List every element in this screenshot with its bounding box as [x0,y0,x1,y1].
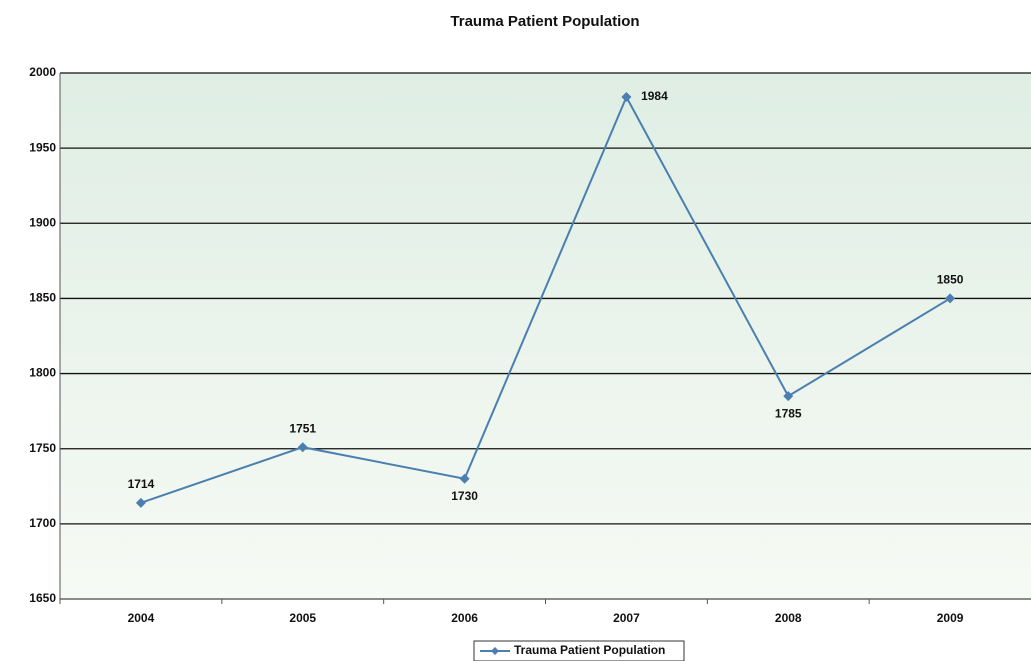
data-label: 1850 [937,273,964,287]
y-tick-label: 1750 [29,441,56,455]
marker [945,293,956,304]
data-label: 1714 [128,477,155,491]
data-label: 1984 [641,89,668,103]
marker [297,442,308,453]
x-tick-label: 2004 [128,611,155,625]
data-label: 1785 [775,406,802,420]
y-tick-label: 1800 [29,366,56,380]
y-tick-label: 1650 [29,591,56,605]
marker [621,92,632,103]
x-tick-label: 2005 [289,611,316,625]
x-tick-label: 2008 [775,611,802,625]
series-line [140,94,951,504]
marker [459,473,470,484]
legend-label: Trauma Patient Population [514,643,665,657]
y-tick-label: 1700 [29,516,56,530]
chart-title: Trauma Patient Population [450,13,639,30]
legend-box [473,640,685,661]
data-label: 1730 [451,489,478,503]
y-tick-label: 1850 [29,291,56,305]
x-tick-label: 2007 [613,611,640,625]
plot-area [60,73,1031,599]
marker [135,497,146,508]
legend-marker [491,647,499,655]
y-tick-label: 1950 [29,140,56,154]
y-tick-label: 1900 [29,215,56,229]
x-tick-label: 2006 [451,611,478,625]
x-tick-label: 2009 [937,611,964,625]
marker [783,391,794,402]
data-label: 1751 [289,421,316,435]
y-tick-label: 2000 [29,65,56,79]
